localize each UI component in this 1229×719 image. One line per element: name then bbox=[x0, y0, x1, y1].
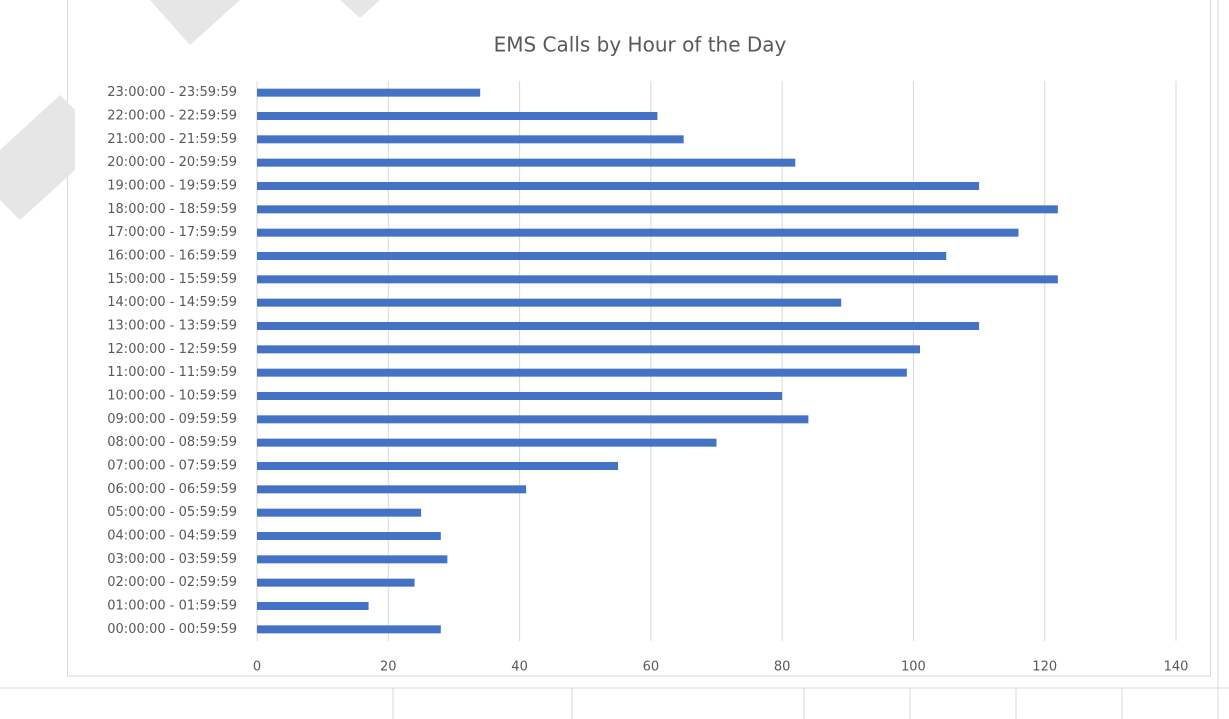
bar bbox=[257, 532, 441, 540]
y-tick-label: 00:00:00 - 00:59:59 bbox=[107, 622, 237, 637]
bar bbox=[257, 322, 980, 330]
bar bbox=[257, 182, 980, 190]
bar bbox=[257, 392, 783, 400]
bar bbox=[257, 228, 1019, 237]
y-tick-label: 19:00:00 - 19:59:59 bbox=[107, 179, 237, 194]
y-tick-label: 01:00:00 - 01:59:59 bbox=[107, 599, 237, 614]
bar bbox=[257, 135, 684, 144]
chart-title: EMS Calls by Hour of the Day bbox=[494, 33, 787, 57]
y-tick-label: 21:00:00 - 21:59:59 bbox=[107, 132, 237, 147]
bar bbox=[257, 485, 527, 494]
x-tick-label: 20 bbox=[380, 660, 397, 675]
y-tick-label: 08:00:00 - 08:59:59 bbox=[107, 435, 237, 450]
bar bbox=[257, 602, 369, 610]
y-tick-label: 22:00:00 - 22:59:59 bbox=[107, 109, 237, 124]
x-tick-label: 140 bbox=[1164, 660, 1189, 675]
bar bbox=[257, 205, 1058, 214]
bar bbox=[257, 625, 441, 634]
y-tick-label: 11:00:00 - 11:59:59 bbox=[107, 365, 237, 380]
y-tick-label: 03:00:00 - 03:59:59 bbox=[107, 552, 237, 567]
y-tick-label: 17:00:00 - 17:59:59 bbox=[107, 225, 237, 240]
y-tick-label: 10:00:00 - 10:59:59 bbox=[107, 389, 237, 404]
y-tick-label: 12:00:00 - 12:59:59 bbox=[107, 342, 237, 357]
bar bbox=[257, 508, 422, 517]
y-tick-label: 02:00:00 - 02:59:59 bbox=[107, 575, 237, 590]
x-tick-label: 100 bbox=[901, 660, 926, 675]
x-tick-label: 60 bbox=[643, 660, 660, 675]
y-tick-label: 06:00:00 - 06:59:59 bbox=[107, 482, 237, 497]
watermark bbox=[340, 0, 380, 18]
bar bbox=[257, 88, 481, 97]
y-tick-label: 14:00:00 - 14:59:59 bbox=[107, 295, 237, 310]
y-tick-label: 16:00:00 - 16:59:59 bbox=[107, 249, 237, 264]
y-tick-label: 13:00:00 - 13:59:59 bbox=[107, 319, 237, 334]
y-tick-label: 05:00:00 - 05:59:59 bbox=[107, 505, 237, 520]
y-tick-label: 07:00:00 - 07:59:59 bbox=[107, 459, 237, 474]
y-tick-label: 04:00:00 - 04:59:59 bbox=[107, 529, 237, 544]
bar bbox=[257, 415, 809, 424]
y-tick-label: 20:00:00 - 20:59:59 bbox=[107, 155, 237, 170]
y-tick-label: 23:00:00 - 23:59:59 bbox=[107, 85, 237, 100]
x-tick-label: 120 bbox=[1032, 660, 1057, 675]
y-tick-label: 09:00:00 - 09:59:59 bbox=[107, 412, 237, 427]
bar bbox=[257, 578, 415, 587]
bar bbox=[257, 158, 796, 167]
bar bbox=[257, 345, 920, 354]
bar bbox=[257, 368, 907, 377]
bar bbox=[257, 275, 1058, 284]
bar bbox=[257, 462, 619, 470]
bar bbox=[257, 252, 947, 260]
y-tick-label: 15:00:00 - 15:59:59 bbox=[107, 272, 237, 287]
chart-area bbox=[67, 0, 1211, 677]
y-tick-label: 18:00:00 - 18:59:59 bbox=[107, 202, 237, 217]
x-tick-label: 0 bbox=[253, 660, 261, 675]
watermark bbox=[150, 0, 240, 45]
bar bbox=[257, 298, 842, 307]
x-tick-label: 40 bbox=[511, 660, 528, 675]
bar bbox=[257, 112, 658, 120]
x-tick-label: 80 bbox=[774, 660, 791, 675]
bar bbox=[257, 438, 717, 447]
bar bbox=[257, 555, 448, 564]
watermark bbox=[0, 95, 75, 220]
